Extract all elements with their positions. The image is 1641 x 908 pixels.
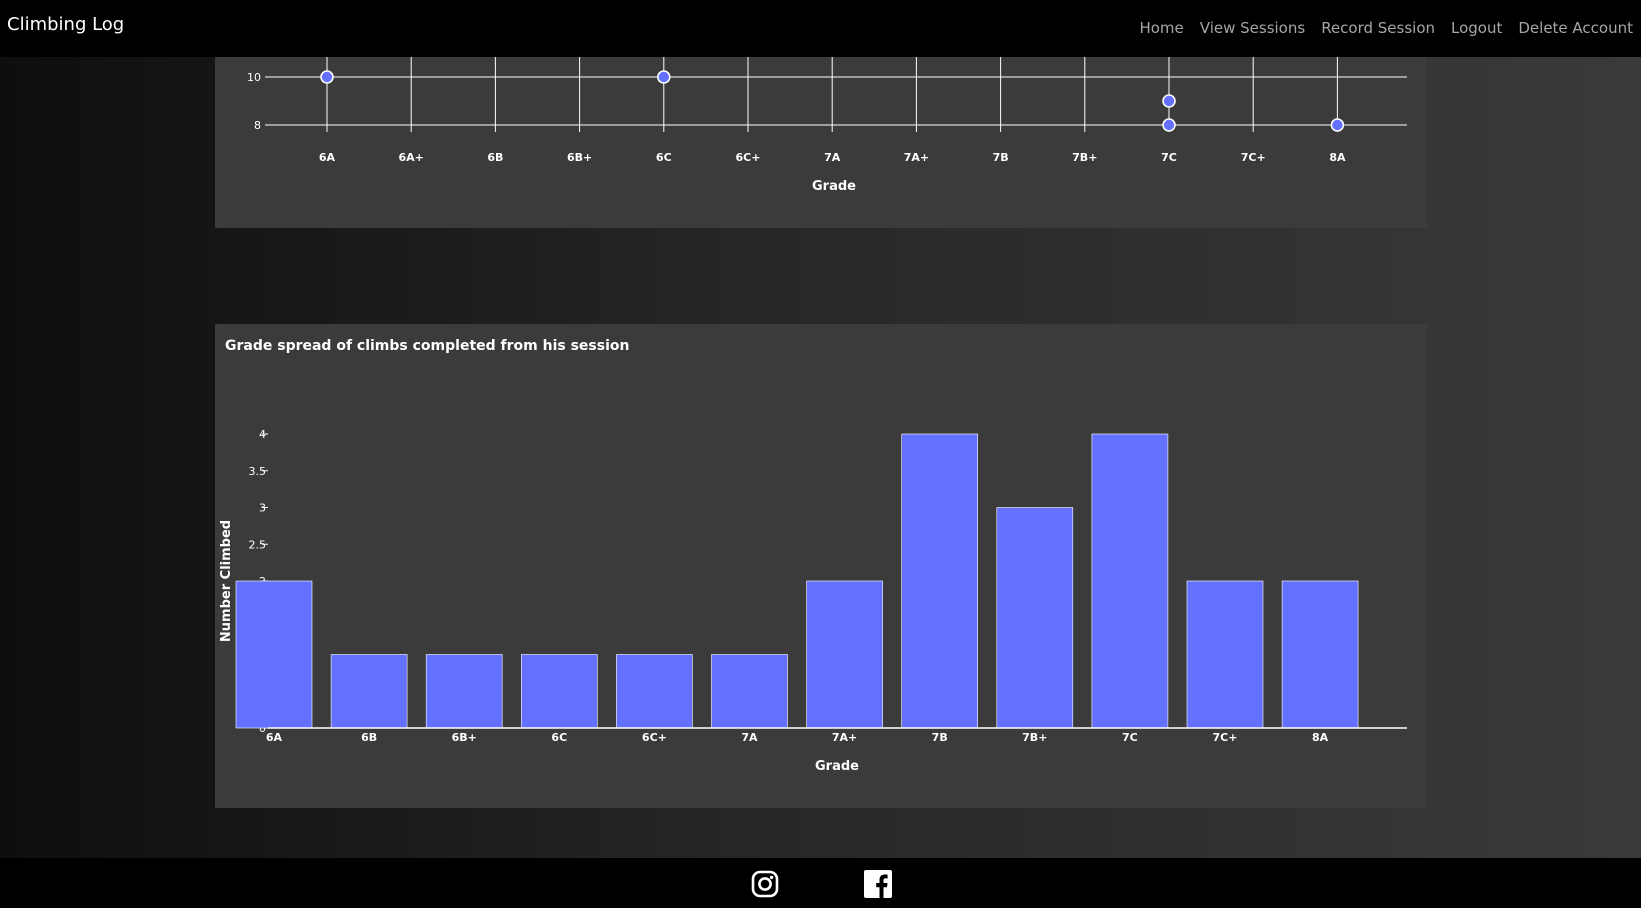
scatter-x-tick-label: 6C: [656, 151, 672, 164]
nav-links: Home View Sessions Record Session Logout…: [1139, 19, 1633, 37]
scatter-y-tick-label: 10: [247, 71, 261, 84]
bar-x-axis-label: Grade: [815, 759, 859, 774]
bar: [425, 654, 503, 729]
scatter-x-tick-label: 7B: [993, 151, 1009, 164]
scatter-x-tick-label: 7C: [1161, 151, 1177, 164]
nav-record-session[interactable]: Record Session: [1321, 19, 1436, 37]
scatter-point: [1162, 118, 1176, 132]
bar: [1281, 580, 1359, 729]
bar: [711, 654, 788, 729]
bar-x-tick-label: 7A+: [832, 731, 857, 744]
scatter-x-tick-label: 6A: [319, 151, 336, 164]
scatter-x-tick-label: 8A: [1329, 151, 1346, 164]
bar-x-tick-label: 6B+: [452, 731, 477, 744]
scatter-x-tick-label: 7A: [824, 151, 841, 164]
scatter-point: [1162, 94, 1176, 108]
bar-y-tick-label: 4: [259, 428, 266, 441]
bar: [901, 433, 979, 729]
facebook-icon[interactable]: [864, 870, 892, 902]
scatter-x-tick-label: 7B+: [1072, 151, 1097, 164]
bar-y-tick-label: 3.5: [249, 465, 267, 478]
scatter-x-tick-label: 7A+: [904, 151, 929, 164]
bar-chart-title: Grade spread of climbs completed from hi…: [225, 338, 630, 354]
bar: [1186, 580, 1264, 729]
nav-view-sessions[interactable]: View Sessions: [1199, 19, 1306, 37]
bar-x-tick-label: 7B+: [1022, 731, 1047, 744]
bar-x-tick-label: 6B: [361, 731, 377, 744]
nav-delete-account[interactable]: Delete Account: [1518, 19, 1633, 37]
instagram-icon[interactable]: [751, 870, 779, 902]
scatter-x-tick-label: 6B: [487, 151, 503, 164]
bar-x-tick-label: 7A: [741, 731, 758, 744]
nav-home[interactable]: Home: [1139, 19, 1184, 37]
scatter-x-tick-label: 6C+: [736, 151, 761, 164]
scatter-x-tick-label: 6B+: [567, 151, 592, 164]
bar-y-axis-label: Number Climbed: [219, 520, 234, 642]
bar: [330, 654, 408, 729]
navbar: Climbing Log Home View Sessions Record S…: [0, 0, 1641, 57]
bar: [1091, 433, 1169, 729]
bar-x-tick-label: 7C: [1122, 731, 1138, 744]
scatter-point: [656, 70, 671, 84]
bar-chart-panel: Grade spread of climbs completed from hi…: [215, 324, 1427, 808]
bar: [806, 580, 883, 729]
footer: [0, 858, 1641, 908]
scatter-point: [1330, 118, 1345, 132]
scatter-x-tick-label: 7C+: [1241, 151, 1266, 164]
bar-x-tick-label: 8A: [1312, 731, 1329, 744]
bar: [235, 580, 313, 729]
bar-y-tick-label: 0: [259, 722, 266, 735]
bar: [520, 654, 598, 729]
scatter-x-tick-label: 6A+: [399, 151, 424, 164]
bar: [616, 654, 693, 729]
bar: [996, 507, 1074, 729]
bar-x-tick-label: 7B: [932, 731, 948, 744]
scatter-y-tick-label: 8: [254, 119, 261, 132]
bar-x-tick-label: 6C+: [642, 731, 667, 744]
bar-x-tick-label: 7C+: [1213, 731, 1238, 744]
bar-y-tick-label: 2.5: [249, 538, 267, 551]
bar-x-tick-label: 6A: [266, 731, 283, 744]
app-title[interactable]: Climbing Log: [7, 14, 125, 35]
scatter-point: [320, 70, 334, 84]
bar-x-tick-label: 6C: [551, 731, 567, 744]
bar-y-tick-label: 3: [259, 502, 266, 515]
nav-logout[interactable]: Logout: [1451, 19, 1503, 37]
scatter-x-axis-label: Grade: [812, 179, 856, 194]
